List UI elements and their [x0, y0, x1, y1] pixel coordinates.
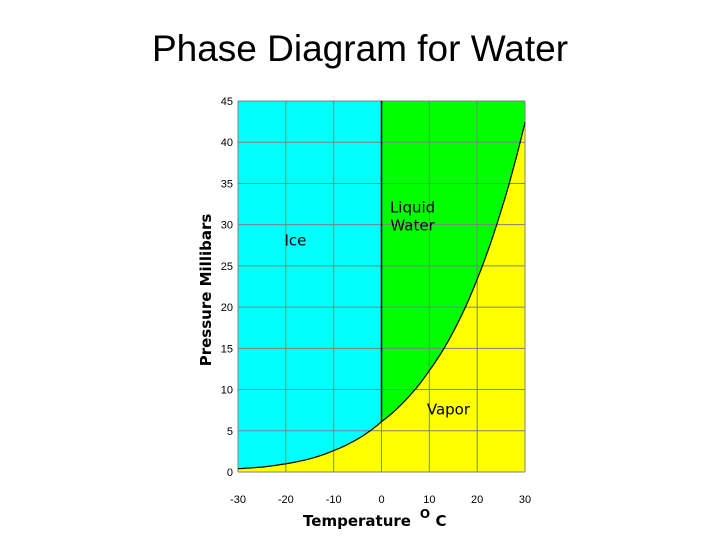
- y-tick-label: 25: [221, 261, 233, 273]
- y-tick-label: 15: [221, 343, 233, 355]
- x-tick-label: -30: [230, 494, 246, 506]
- y-tick-label: 35: [221, 178, 233, 190]
- vapor-region: [238, 122, 525, 473]
- x-axis-unit-superscript: O: [420, 507, 430, 521]
- y-axis-title: Pressure Millibars: [197, 214, 215, 367]
- x-axis-title: Temperature: [303, 512, 411, 530]
- y-tick-label: 40: [221, 137, 233, 149]
- x-tick-label: 10: [423, 494, 435, 506]
- x-tick-label: 0: [378, 494, 384, 506]
- region-label-liquid-line1: Liquid: [390, 198, 435, 216]
- y-tick-label: 30: [221, 220, 233, 232]
- x-tick-label: -10: [326, 494, 342, 506]
- page-title: Phase Diagram for Water: [151, 28, 569, 69]
- x-tick-label: 30: [519, 494, 531, 506]
- ice-region: [238, 101, 382, 469]
- y-tick-label: 0: [227, 467, 233, 479]
- x-tick-label: 20: [471, 494, 483, 506]
- y-tick-label: 20: [221, 302, 233, 314]
- region-label-ice: Ice: [284, 231, 306, 249]
- region-label-vapor: Vapor: [427, 400, 471, 418]
- liquid-water-region: [381, 101, 525, 422]
- x-axis-unit: C: [435, 512, 446, 530]
- x-tick-label: -20: [278, 494, 294, 506]
- y-tick-label: 45: [221, 96, 233, 108]
- region-label-liquid-line2: Water: [390, 216, 435, 234]
- y-tick-label: 10: [221, 385, 233, 397]
- y-tick-label: 5: [227, 426, 233, 438]
